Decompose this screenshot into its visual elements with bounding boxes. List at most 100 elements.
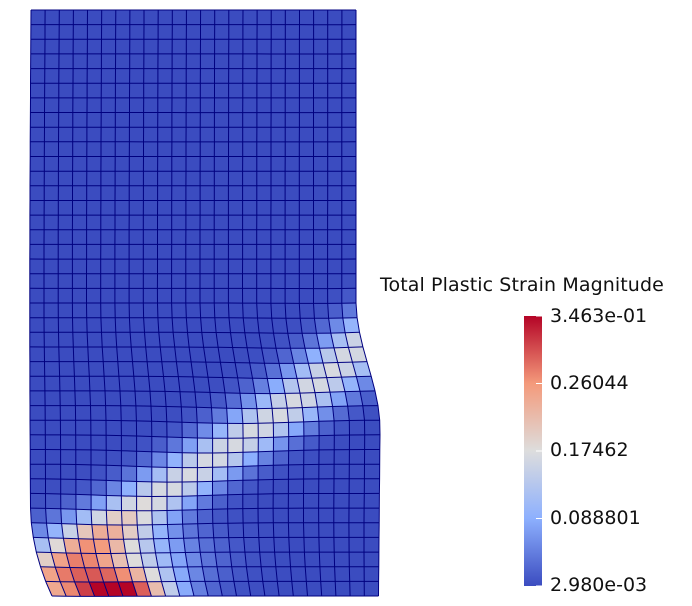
mesh-cell — [104, 376, 120, 391]
mesh-cell — [341, 303, 358, 318]
mesh-cell — [29, 200, 45, 216]
mesh-cell — [106, 480, 122, 496]
mesh-cell — [258, 437, 274, 452]
mesh-cell — [186, 127, 201, 142]
mesh-cell — [90, 435, 107, 451]
mesh-cell — [44, 273, 59, 289]
mesh-cell — [143, 200, 158, 216]
mesh-cell — [271, 68, 286, 84]
mesh-cell — [100, 215, 115, 230]
mesh-cell — [30, 434, 46, 450]
mesh-cell — [186, 68, 201, 84]
mesh-cell — [143, 127, 158, 142]
mesh-cell — [45, 464, 61, 480]
mesh-cell — [334, 464, 350, 479]
mesh-cell — [153, 538, 171, 553]
mesh-cell — [200, 171, 215, 186]
mesh-cell — [115, 68, 130, 84]
mesh-cell — [300, 392, 318, 408]
mesh-cell — [161, 581, 180, 597]
mesh-cell — [187, 332, 204, 348]
mesh-cell — [171, 171, 186, 186]
mesh-cell — [129, 171, 144, 186]
mesh-cell — [129, 273, 144, 289]
mesh-cell — [299, 259, 314, 274]
mesh-cell — [313, 97, 328, 113]
mesh-cell — [114, 303, 130, 318]
mesh-cell — [106, 495, 122, 511]
mesh-cell — [143, 288, 158, 303]
mesh-cell — [60, 405, 76, 421]
mesh-cell — [186, 53, 201, 69]
mesh-cell — [87, 68, 102, 84]
mesh-cell — [91, 494, 107, 511]
mesh-cell — [118, 581, 138, 597]
mesh-cell — [163, 376, 180, 392]
mesh-cell — [74, 390, 91, 406]
mesh-cell — [256, 244, 271, 260]
mesh-cell — [151, 406, 167, 422]
mesh-cell — [270, 200, 286, 216]
mesh-cell — [303, 522, 319, 538]
colorbar[interactable] — [524, 316, 542, 586]
mesh-cell — [72, 185, 87, 201]
mesh-cell — [103, 361, 119, 377]
mesh-cell — [101, 39, 116, 54]
mesh-cell — [73, 10, 88, 25]
mesh-cell — [120, 391, 136, 406]
mesh-row-line — [30, 405, 379, 410]
colorbar-label-min: 2.980e-03 — [550, 574, 648, 596]
mesh-cell — [138, 538, 156, 554]
mesh-cell — [58, 273, 73, 289]
mesh-cell — [185, 229, 200, 245]
mesh-cell — [171, 244, 186, 260]
mesh-cell — [29, 361, 45, 377]
mesh-cell — [59, 376, 75, 391]
mesh-cell — [242, 39, 257, 54]
mesh-cell — [256, 127, 271, 142]
mesh-cell — [157, 317, 174, 333]
mesh-cell — [143, 215, 158, 230]
colorbar-title: Total Plastic Strain Magnitude — [380, 274, 664, 296]
mesh-cell — [214, 288, 229, 303]
mesh-cell — [157, 83, 172, 98]
mesh-cell — [311, 377, 330, 393]
mesh-cell — [303, 493, 319, 509]
mesh-cell — [228, 215, 243, 230]
mesh-cell — [86, 215, 101, 230]
mesh-cell — [308, 363, 327, 379]
mesh-cell — [36, 552, 56, 568]
mesh-cell — [212, 452, 228, 468]
mesh-cell — [172, 24, 187, 40]
mesh-cell — [242, 127, 257, 142]
mesh-cell — [157, 53, 173, 69]
mesh-cell — [327, 273, 342, 289]
mesh-cell — [299, 171, 314, 186]
mesh-cell — [285, 215, 300, 230]
mesh-cell — [317, 406, 335, 422]
mesh-cell — [87, 39, 102, 54]
mesh-cell — [171, 127, 187, 142]
mesh-cell — [45, 405, 61, 421]
mesh-cell — [58, 141, 73, 157]
mesh-cell — [228, 24, 243, 40]
mesh-cell — [185, 244, 200, 260]
mesh-cell — [258, 537, 275, 553]
mesh-cell — [100, 273, 115, 289]
mesh-cell — [73, 24, 88, 40]
mesh-cell — [201, 332, 219, 348]
mesh-cell — [133, 376, 150, 392]
mesh-cell — [341, 141, 356, 157]
mesh-cell — [244, 552, 262, 567]
mesh-cell — [258, 493, 274, 509]
mesh-cell — [44, 127, 59, 142]
mesh-cell — [364, 508, 380, 523]
mesh-cell — [313, 141, 328, 157]
mesh-row-line — [30, 492, 380, 498]
mesh-cell — [151, 496, 167, 511]
mesh-cell — [30, 127, 45, 142]
mesh-cell — [214, 127, 229, 142]
mesh-cell — [313, 273, 328, 289]
